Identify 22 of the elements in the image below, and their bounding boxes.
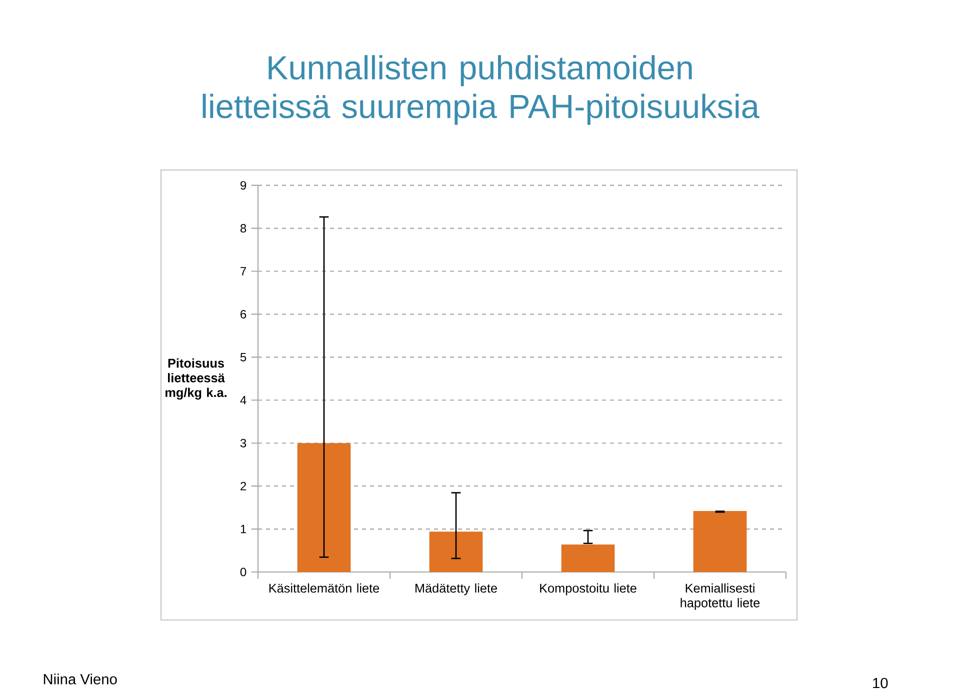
y-tick-label: 1 (240, 524, 246, 534)
x-tick-label: Kompostoitu liete (540, 583, 636, 596)
bar (429, 532, 483, 572)
y-tick-label: 6 (240, 310, 246, 318)
y-tick-label: 5 (240, 352, 246, 362)
y-tick-label: 7 (240, 267, 246, 276)
y-tick-label: 9 (240, 181, 246, 190)
y-tick-label: 0 (240, 568, 246, 576)
y-tick-label: 8 (240, 224, 246, 233)
bar (297, 443, 351, 572)
y-tick-label: 3 (240, 438, 246, 448)
x-tick-label: Kemiallisesti hapotettu liete (680, 583, 760, 610)
bar (693, 510, 747, 572)
y-tick-label: 4 (240, 396, 246, 404)
chart-title: Kunnallisten puhdistamoiden lietteissä suurempia PAH-pitoisuuksia (202, 55, 760, 125)
bar (561, 544, 615, 572)
y-axis-title: Pitoisuus lietteessä mg/kg k.a. (166, 358, 226, 400)
x-tick-label: Mädätetty liete (416, 583, 497, 596)
y-tick-label: 2 (240, 482, 246, 490)
text: Niina Vieno (44, 674, 117, 684)
text: 10 (873, 678, 888, 688)
x-tick-label: Käsittelemätön liete (269, 583, 380, 593)
